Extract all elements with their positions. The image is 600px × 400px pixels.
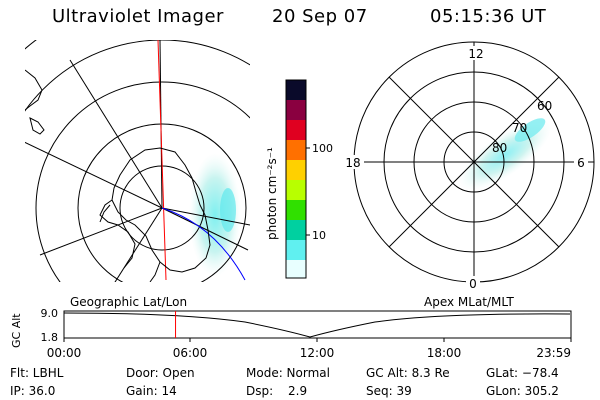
xtick-1800: 18:00 (427, 346, 462, 360)
longitude-lines (25, 40, 250, 282)
antarctica-coastline (111, 147, 211, 273)
xtick-0000: 00:00 (47, 346, 82, 360)
mlt-label-12: 12 (468, 47, 483, 61)
gc-alt-readout: GC Alt: 8.3 Re (366, 366, 450, 380)
seq-readout: Seq: 39 (366, 384, 412, 398)
geographic-label: Geographic Lat/Lon (70, 295, 187, 309)
mlt-label-6: 6 (577, 156, 585, 170)
colorbar-segment (286, 220, 306, 240)
altitude-ylabel: GC Alt (10, 313, 23, 348)
mode-readout: Mode: Normal (246, 366, 330, 380)
time-label: 05:15:36 UT (430, 6, 547, 27)
flt-readout: Flt: LBHL (10, 366, 64, 380)
colorbar-tick-100: 100 (312, 142, 333, 155)
altitude-curve (63, 312, 571, 338)
colorbar-segment (286, 100, 306, 120)
lat-label-60: 60 (537, 99, 552, 113)
colorbar-segment (286, 240, 306, 260)
colorbar-unit-label: photon cm⁻²s⁻¹ (265, 147, 279, 240)
glat-readout: GLat: −78.4 (486, 366, 559, 380)
altitude-plot-frame (63, 310, 572, 339)
colorbar-segment (286, 260, 306, 278)
dsp-readout-label: Dsp: (246, 384, 274, 398)
mlt-label-0: 0 (469, 277, 477, 291)
colorbar-segment (286, 200, 306, 220)
colorbar-segment (286, 120, 306, 140)
colorbar: 100 10 photon cm⁻²s⁻¹ (265, 79, 333, 279)
ip-readout: IP: 36.0 (10, 384, 56, 398)
colorbar-tick-10: 10 (312, 229, 326, 242)
colorbar-segment (286, 140, 306, 160)
xtick-0600: 06:00 (173, 346, 208, 360)
south-america-coastline (25, 69, 43, 111)
altitude-plot: Geographic Lat/Lon Apex MLat/MLT 9.0 1.8… (10, 295, 572, 360)
xtick-2359: 23:59 (536, 346, 571, 360)
instrument-title: Ultraviolet Imager (52, 6, 224, 27)
xtick-1200: 12:00 (300, 346, 335, 360)
colorbar-segment (286, 160, 306, 180)
date-label: 20 Sep 07 (272, 6, 368, 27)
apex-label: Apex MLat/MLT (424, 295, 514, 309)
lat-label-80: 80 (492, 141, 507, 155)
orbit-track (161, 207, 246, 281)
lat-label-70: 70 (512, 121, 527, 135)
polar-mlt-map: 12 18 6 0 60 70 80 (342, 41, 595, 291)
meridian-line (157, 40, 167, 281)
gain-readout: Gain: 14 (126, 384, 177, 398)
door-readout: Door: Open (126, 366, 195, 380)
aurora-emission-left (189, 153, 241, 277)
ytick-high: 9.0 (41, 307, 59, 320)
glon-readout: GLon: 305.2 (486, 384, 559, 398)
geographic-map (25, 40, 250, 282)
mlt-label-18: 18 (345, 156, 360, 170)
dsp-readout-value: 2.9 (288, 384, 308, 398)
colorbar-segment (286, 180, 306, 200)
ytick-low: 1.8 (41, 331, 59, 344)
colorbar-segment (286, 80, 306, 100)
